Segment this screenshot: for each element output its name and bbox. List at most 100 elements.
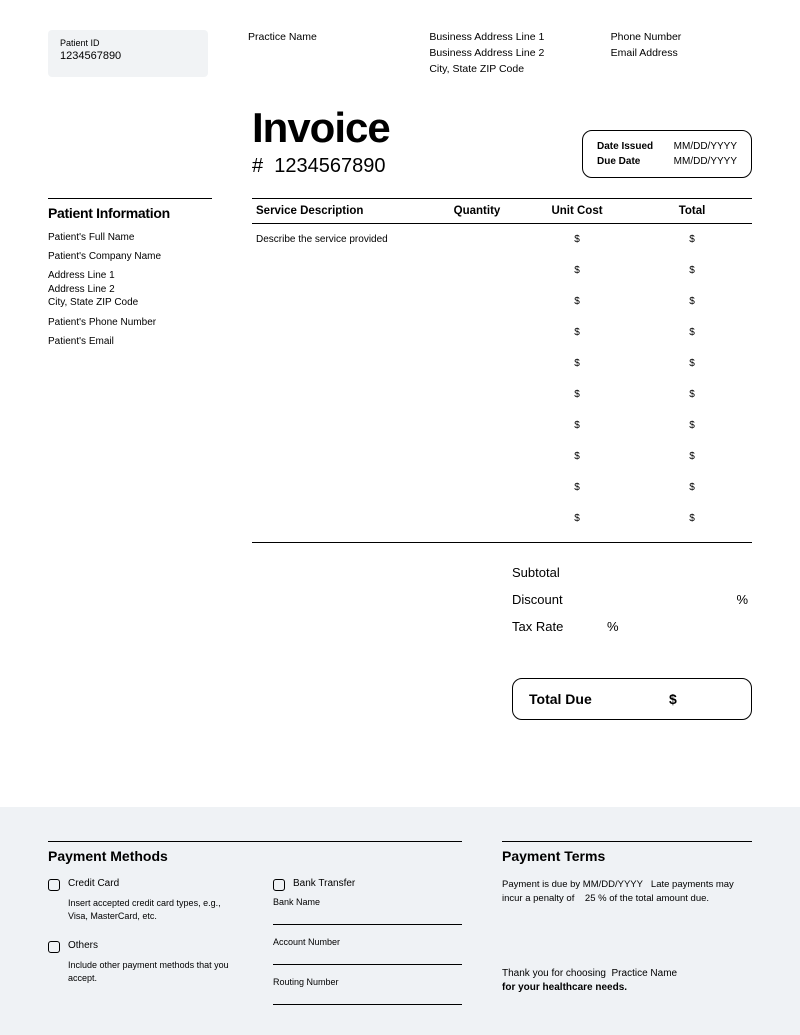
practice-name: Practice Name <box>248 30 389 46</box>
table-cell: $ <box>632 410 752 441</box>
terms-penalty: 25 <box>585 893 596 904</box>
bank-transfer-row: Bank Transfer <box>273 878 462 891</box>
col-total: Total <box>632 199 752 224</box>
payment-methods-title: Payment Methods <box>48 841 462 864</box>
table-row: $$ <box>252 441 752 472</box>
items-section: Service Description Quantity Unit Cost T… <box>252 198 752 720</box>
others-checkbox[interactable] <box>48 941 60 953</box>
thanks-line2: for your healthcare needs. <box>502 982 627 993</box>
thanks-line1: Thank you for choosing <box>502 968 606 979</box>
thanks-practice: Practice Name <box>612 968 678 979</box>
table-cell <box>252 503 432 543</box>
table-row: Describe the service provided $$ <box>252 224 752 256</box>
table-cell <box>252 379 432 410</box>
tax-label: Tax Rate <box>512 619 607 634</box>
col-unit-cost: Unit Cost <box>522 199 632 224</box>
terms-t1: Payment is due by <box>502 879 580 890</box>
due-date-value: MM/DD/YYYY <box>674 154 737 169</box>
patient-full-name: Patient's Full Name <box>48 231 212 244</box>
table-cell: Describe the service provided <box>252 224 432 256</box>
patient-id-box: Patient ID 1234567890 <box>48 30 208 77</box>
contact-col: Phone Number Email Address <box>611 30 752 77</box>
address-col: Business Address Line 1 Business Address… <box>429 30 570 77</box>
table-cell: $ <box>522 472 632 503</box>
table-cell <box>252 410 432 441</box>
bank-transfer-label: Bank Transfer <box>293 878 355 891</box>
table-cell: $ <box>632 441 752 472</box>
others-desc: Include other payment methods that you a… <box>68 959 237 984</box>
table-cell: $ <box>632 224 752 256</box>
invoice-title: Invoice <box>252 107 390 149</box>
table-cell <box>432 441 522 472</box>
bank-name-line[interactable] <box>273 909 462 925</box>
patient-id-label: Patient ID <box>60 38 196 48</box>
subtotal-row: Subtotal <box>512 559 752 586</box>
dates-box: Date Issued Due Date MM/DD/YYYY MM/DD/YY… <box>582 130 752 178</box>
subtotal-label: Subtotal <box>512 565 607 580</box>
table-cell <box>252 472 432 503</box>
table-row: $$ <box>252 503 752 543</box>
address-line-1: Business Address Line 1 <box>429 30 570 46</box>
credit-card-row: Credit Card <box>48 878 237 891</box>
table-cell: $ <box>522 379 632 410</box>
patient-phone: Patient's Phone Number <box>48 316 212 329</box>
phone-label: Phone Number <box>611 30 752 46</box>
table-cell <box>432 317 522 348</box>
table-cell <box>432 255 522 286</box>
table-cell: $ <box>632 286 752 317</box>
table-row: $$ <box>252 410 752 441</box>
table-row: $$ <box>252 286 752 317</box>
payment-terms-section: Payment Terms Payment is due by MM/DD/YY… <box>502 841 752 1017</box>
dates-labels: Date Issued Due Date <box>597 139 674 169</box>
table-cell: $ <box>632 255 752 286</box>
account-number-line[interactable] <box>273 949 462 965</box>
table-cell <box>432 224 522 256</box>
others-label: Others <box>68 940 98 953</box>
city-state-zip: City, State ZIP Code <box>429 62 570 78</box>
total-due-label: Total Due <box>529 691 669 707</box>
patient-city: City, State ZIP Code <box>48 297 138 308</box>
table-header-row: Service Description Quantity Unit Cost T… <box>252 199 752 224</box>
bank-transfer-checkbox[interactable] <box>273 879 285 891</box>
table-cell: $ <box>632 379 752 410</box>
table-cell: $ <box>632 348 752 379</box>
credit-card-checkbox[interactable] <box>48 879 60 891</box>
table-cell <box>252 286 432 317</box>
table-cell: $ <box>522 255 632 286</box>
pm-col-left: Credit Card Insert accepted credit card … <box>48 878 237 1017</box>
table-cell: $ <box>522 348 632 379</box>
table-cell: $ <box>522 224 632 256</box>
invoice-number: # 1234567890 <box>252 155 390 178</box>
table-cell: $ <box>632 472 752 503</box>
discount-row: Discount % <box>512 586 752 613</box>
address-line-2: Business Address Line 2 <box>429 46 570 62</box>
total-due-box: Total Due $ <box>512 678 752 720</box>
invoice-number-value: 1234567890 <box>274 155 385 177</box>
col-service: Service Description <box>252 199 432 224</box>
tax-pct: % <box>607 619 752 634</box>
routing-number-label: Routing Number <box>273 977 462 987</box>
dates-values: MM/DD/YYYY MM/DD/YYYY <box>674 139 737 169</box>
invoice-page: Patient ID 1234567890 Practice Name Busi… <box>0 0 800 1035</box>
payment-methods-section: Payment Methods Credit Card Insert accep… <box>48 841 462 1017</box>
table-cell: $ <box>632 317 752 348</box>
table-cell <box>432 286 522 317</box>
thanks: Thank you for choosing Practice Name for… <box>502 967 752 995</box>
payment-terms-title: Payment Terms <box>502 841 752 864</box>
patient-addr1: Address Line 1 <box>48 270 115 281</box>
routing-number-line[interactable] <box>273 989 462 1005</box>
practice-name-col: Practice Name <box>248 30 389 77</box>
credit-card-label: Credit Card <box>68 878 119 891</box>
discount-label: Discount <box>512 592 607 607</box>
title-block: Invoice # 1234567890 <box>252 107 390 178</box>
summary: Subtotal Discount % Tax Rate % <box>512 559 752 640</box>
table-row: $$ <box>252 255 752 286</box>
table-cell <box>432 348 522 379</box>
patient-address: Address Line 1 Address Line 2 City, Stat… <box>48 269 212 310</box>
table-cell <box>252 348 432 379</box>
table-cell: $ <box>522 317 632 348</box>
account-number-label: Account Number <box>273 937 462 947</box>
discount-pct: % <box>736 592 752 607</box>
table-cell <box>432 472 522 503</box>
tax-row: Tax Rate % <box>512 613 752 640</box>
